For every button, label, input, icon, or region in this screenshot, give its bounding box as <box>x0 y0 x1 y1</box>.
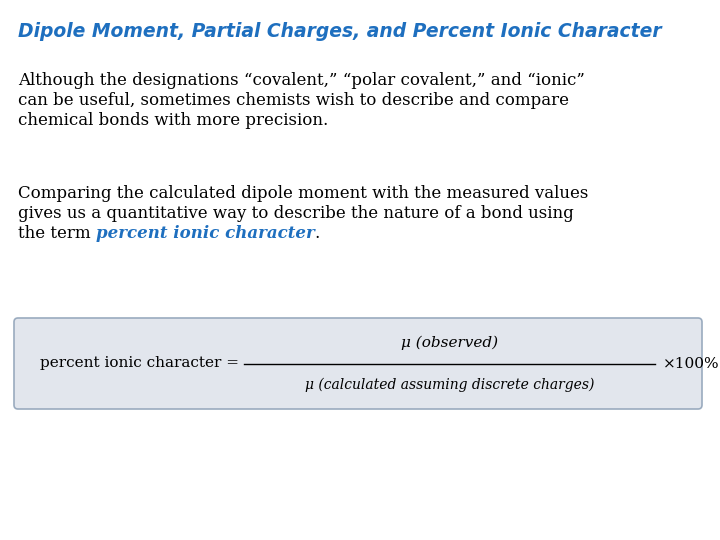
Text: gives us a quantitative way to describe the nature of a bond using: gives us a quantitative way to describe … <box>18 205 574 222</box>
Text: can be useful, sometimes chemists wish to describe and compare: can be useful, sometimes chemists wish t… <box>18 92 569 109</box>
Text: chemical bonds with more precision.: chemical bonds with more precision. <box>18 112 328 129</box>
Text: μ (calculated assuming discrete charges): μ (calculated assuming discrete charges) <box>305 377 594 392</box>
Text: Dipole Moment, Partial Charges, and Percent Ionic Character: Dipole Moment, Partial Charges, and Perc… <box>18 22 662 41</box>
Text: the term: the term <box>18 225 96 242</box>
Text: percent ionic character: percent ionic character <box>96 225 315 242</box>
Text: percent ionic character =: percent ionic character = <box>40 356 244 370</box>
FancyBboxPatch shape <box>14 318 702 409</box>
Text: ×100%: ×100% <box>663 356 719 370</box>
Text: μ (observed): μ (observed) <box>401 335 498 349</box>
Text: Comparing the calculated dipole moment with the measured values: Comparing the calculated dipole moment w… <box>18 185 588 202</box>
Text: Although the designations “covalent,” “polar covalent,” and “ionic”: Although the designations “covalent,” “p… <box>18 72 585 89</box>
Text: .: . <box>315 225 320 242</box>
